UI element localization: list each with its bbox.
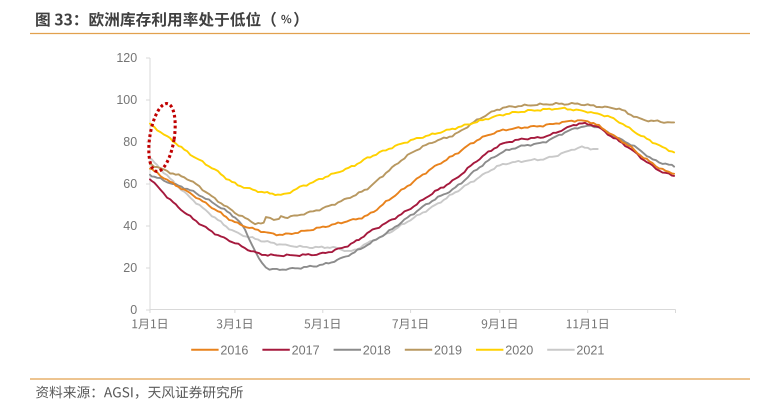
svg-text:60: 60 [123, 177, 137, 191]
svg-text:0: 0 [130, 303, 137, 317]
svg-text:2019: 2019 [434, 343, 462, 357]
svg-text:20: 20 [123, 261, 137, 275]
svg-text:100: 100 [116, 93, 137, 107]
svg-text:2016: 2016 [220, 343, 248, 357]
svg-text:40: 40 [123, 219, 137, 233]
svg-text:80: 80 [123, 135, 137, 149]
svg-text:2021: 2021 [576, 343, 604, 357]
svg-text:120: 120 [116, 51, 137, 65]
svg-text:2018: 2018 [363, 343, 391, 357]
svg-text:2017: 2017 [292, 343, 320, 357]
svg-text:2020: 2020 [505, 343, 533, 357]
